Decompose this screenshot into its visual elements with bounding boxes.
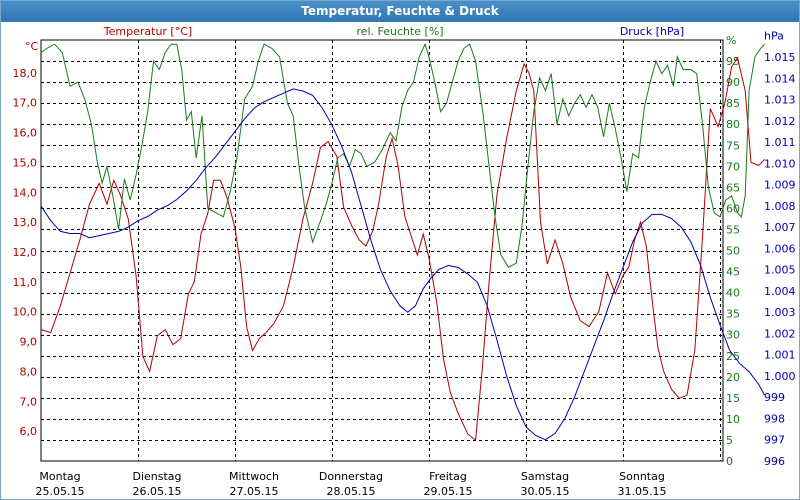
axes: 6,0 7,0 8,0 9,0 10,0 11,0 12,0 13,0 14,0 15,0 16,0… <box>13 30 796 498</box>
humidity-tick-label: 10 <box>726 413 740 426</box>
temperature-tick-label: 18,0 <box>13 67 38 80</box>
x-tick-day-label: Mittwoch <box>229 470 279 483</box>
humidity-tick-label: 60 <box>726 202 740 215</box>
grid-lines <box>40 39 724 462</box>
pressure-tick-label: 1.010 <box>764 157 796 170</box>
humidity-tick-label: 40 <box>726 287 740 300</box>
pressure-tick-label: 1.011 <box>764 136 796 149</box>
temperature-tick-label: 13,0 <box>13 216 38 229</box>
pressure-tick-label: 999 <box>764 391 785 404</box>
series-line-pressure <box>40 88 766 441</box>
humidity-tick-label: 75 <box>726 139 740 152</box>
pressure-tick-label: 1.004 <box>764 285 796 298</box>
legend-entry: Druck [hPa] <box>620 25 684 38</box>
temperature-tick-label: 14,0 <box>13 186 38 199</box>
pressure-tick-label: 1.006 <box>764 242 796 255</box>
pressure-tick-label: 1.001 <box>764 349 796 362</box>
legend: Temperatur [°C] rel. Feuchte [%] Druck [hP… <box>103 25 684 38</box>
legend-entry: Temperatur [°C] <box>103 25 192 38</box>
humidity-tick-label: 50 <box>726 245 740 258</box>
x-tick-date-label: 25.05.15 <box>36 485 85 498</box>
humidity-tick-label: 5 <box>726 434 733 447</box>
pressure-tick-label: 1.007 <box>764 221 796 234</box>
temperature-tick-label: 9,0 <box>20 336 38 349</box>
humidity-tick-label: 0 <box>726 455 733 468</box>
humidity-tick-label: 55 <box>726 223 740 236</box>
humidity-tick-label: 20 <box>726 371 740 384</box>
x-tick-date-label: 27.05.15 <box>230 485 279 498</box>
series-line-humidity <box>40 42 765 268</box>
pressure-tick-label: 996 <box>764 455 785 468</box>
temperature-tick-label: 16,0 <box>13 127 38 140</box>
pressure-tick-label: 1.003 <box>764 306 796 319</box>
temperature-tick-label: 8,0 <box>20 365 38 378</box>
humidity-tick-label: 30 <box>726 329 740 342</box>
humidity-tick-label: 45 <box>726 266 740 279</box>
temperature-tick-label: 15,0 <box>13 156 38 169</box>
x-tick-day-label: Dienstag <box>132 470 181 483</box>
humidity-tick-label: 65 <box>726 181 740 194</box>
x-tick-date-label: 26.05.15 <box>133 485 182 498</box>
x-tick-day-label: Freitag <box>429 470 467 483</box>
temperature-tick-label: 17,0 <box>13 97 38 110</box>
legend-entry: rel. Feuchte [%] <box>356 25 443 38</box>
pressure-tick-label: hPa <box>764 30 784 43</box>
pressure-tick-label: 1.002 <box>764 327 796 340</box>
humidity-tick-label: 85 <box>726 97 740 110</box>
x-tick-day-label: Donnerstag <box>319 470 383 483</box>
pressure-tick-label: 1.013 <box>764 94 796 107</box>
pressure-tick-label: 1.009 <box>764 179 796 192</box>
temperature-tick-label: 10,0 <box>13 306 38 319</box>
temperature-tick-label: 11,0 <box>13 276 38 289</box>
x-tick-day-label: Sonntag <box>619 470 665 483</box>
pressure-tick-label: 1.008 <box>764 200 796 213</box>
plot-border <box>40 39 724 462</box>
humidity-tick-label: 95 <box>726 55 740 68</box>
x-tick-date-label: 29.05.15 <box>424 485 473 498</box>
humidity-tick-label: 15 <box>726 392 740 405</box>
x-tick-day-label: Samstag <box>521 470 569 483</box>
pressure-tick-label: 998 <box>764 412 785 425</box>
temperature-tick-label: 6,0 <box>20 425 38 438</box>
chart-title: Temperatur, Feuchte & Druck <box>1 1 799 22</box>
humidity-tick-label: % <box>726 34 736 47</box>
x-tick-date-label: 30.05.15 <box>521 485 570 498</box>
temperature-tick-label: 7,0 <box>20 395 38 408</box>
series-lines <box>40 42 766 442</box>
pressure-tick-label: 1.012 <box>764 115 796 128</box>
temperature-tick-label: 12,0 <box>13 246 38 259</box>
series-line-temperature <box>40 56 765 442</box>
pressure-tick-label: 1.000 <box>764 370 796 383</box>
pressure-tick-label: 997 <box>764 434 785 447</box>
x-tick-date-label: 31.05.15 <box>618 485 667 498</box>
humidity-tick-label: 80 <box>726 118 740 131</box>
pressure-tick-label: 1.015 <box>764 51 796 64</box>
temperature-unit-label: °C <box>25 40 39 53</box>
humidity-tick-label: 35 <box>726 308 740 321</box>
humidity-tick-label: 70 <box>726 160 740 173</box>
pressure-tick-label: 1.005 <box>764 264 796 277</box>
x-tick-date-label: 28.05.15 <box>327 485 376 498</box>
x-tick-day-label: Montag <box>39 470 80 483</box>
pressure-tick-label: 1.014 <box>764 72 796 85</box>
